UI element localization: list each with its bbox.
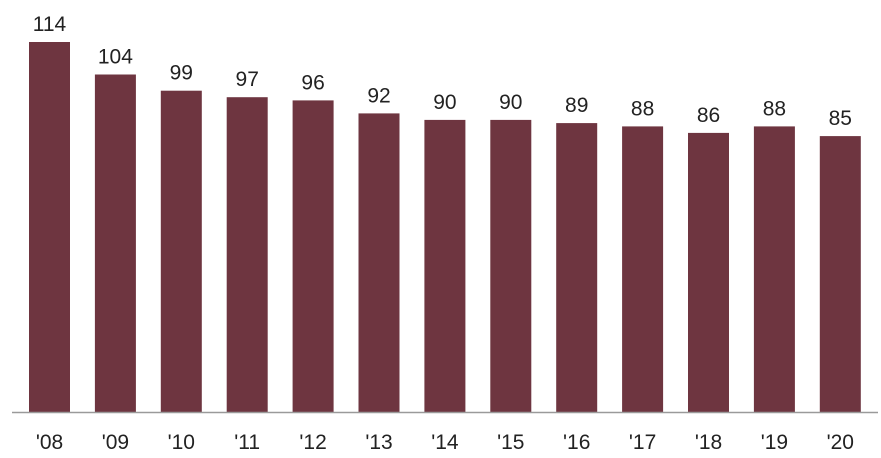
data-labels-group: 114 104 99 97 96 92 90 90 89 88 86 88 85 [33,13,852,130]
x-tick-label-12: '20 [827,431,854,454]
bars-group [29,42,861,413]
data-label-2: 99 [170,62,193,85]
bar-3 [226,97,268,412]
x-tick-label-10: '18 [695,431,722,454]
data-label-11: 88 [763,97,786,120]
bar-11 [753,126,795,413]
data-label-10: 86 [697,104,720,127]
data-label-3: 97 [236,68,259,91]
bar-8 [556,123,598,412]
bar-6 [424,119,466,413]
x-tick-label-3: '11 [234,431,260,454]
data-label-12: 85 [829,107,852,130]
bar-2 [160,90,202,412]
bar-5 [358,113,400,413]
data-label-6: 90 [433,91,456,114]
data-label-0: 114 [33,13,67,36]
data-label-8: 89 [565,94,588,117]
data-label-5: 92 [367,84,390,107]
bar-12 [819,136,861,412]
data-label-7: 90 [499,91,522,114]
bar-0 [29,42,70,412]
x-tick-label-2: '10 [168,431,195,454]
x-tick-labels-group: '08 '09 '10 '11 '12 '13 '14 '15 '16 '17 '18 '19 '20 [36,431,854,454]
x-tick-label-6: '14 [431,431,459,454]
x-tick-label-5: '13 [365,431,392,454]
x-tick-label-1: '09 [102,431,129,454]
bar-4 [292,100,334,413]
bar-10 [688,132,729,412]
x-tick-label-11: '19 [761,431,788,454]
data-label-4: 96 [301,71,324,94]
x-tick-label-9: '17 [629,431,656,454]
x-tick-label-0: '08 [36,431,63,454]
data-label-1: 104 [98,46,133,69]
x-tick-label-8: '16 [563,431,590,454]
bar-1 [94,74,136,412]
bar-7 [490,119,532,413]
data-label-9: 88 [631,97,654,120]
x-tick-label-4: '12 [299,431,326,454]
x-tick-label-7: '15 [497,431,524,454]
bar-9 [622,126,664,413]
